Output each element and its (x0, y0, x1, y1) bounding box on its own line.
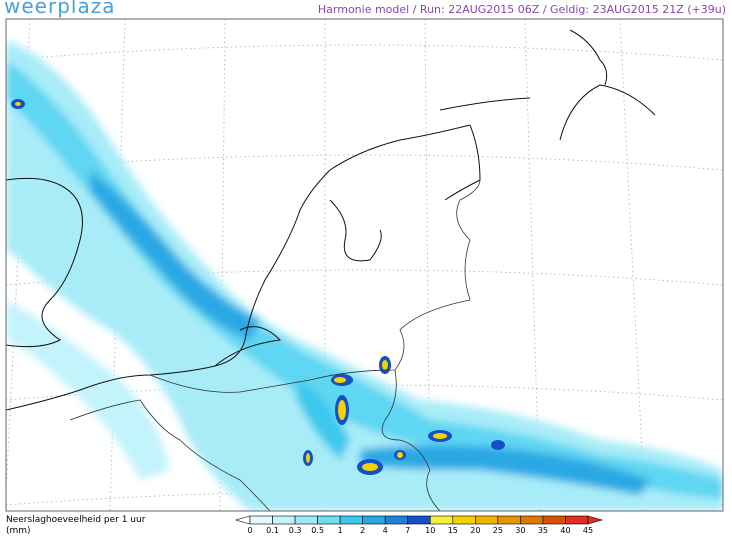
colorbar-segment (272, 515, 296, 525)
legend-title: Neerslaghoeveelheid per 1 uur (6, 515, 146, 525)
colorbar-tick-label: 20 (470, 526, 480, 535)
model-info: Harmonie model / Run: 22AUG2015 06Z / Ge… (318, 3, 726, 16)
colorbar-segment (542, 515, 566, 525)
colorbar: 0 0.1 0.3 0.5 1 2 4 7 10 15 20 25 30 35 40 45 (234, 515, 604, 535)
legend-unit: (mm) (6, 526, 31, 536)
colorbar-tick-label: 2 (360, 526, 365, 535)
colorbar-segment (407, 515, 431, 525)
colorbar-segment (497, 515, 521, 525)
colorbar-segment (317, 515, 341, 525)
colorbar-segment (429, 515, 454, 525)
borders (69, 179, 481, 511)
colorbar-tick-label: 4 (383, 526, 388, 535)
colorbar-tick-label: 0.5 (311, 526, 324, 535)
logo: weerplaza (4, 0, 115, 18)
colorbar-segment (475, 515, 499, 525)
colorbar-segment (294, 515, 318, 525)
colorbar-segment (249, 515, 273, 525)
colorbar-tick-label: 1 (338, 526, 343, 535)
colorbar-segment (520, 515, 544, 525)
colorbar-tick-label: 35 (538, 526, 548, 535)
colorbar-tick-label: 7 (405, 526, 410, 535)
colorbar-segment (565, 515, 589, 525)
map (6, 19, 723, 511)
colorbar-tick-label: 10 (425, 526, 435, 535)
colorbar-tick-label: 0.3 (289, 526, 302, 535)
colorbar-segment (452, 515, 476, 525)
map-frame (5, 18, 724, 512)
colorbar-tick-label: 25 (493, 526, 503, 535)
colorbar-segment (362, 515, 386, 525)
colorbar-segment (384, 515, 409, 525)
colorbar-tick-label: 0.1 (266, 526, 279, 535)
heavy-cells (11, 99, 505, 475)
colorbar-tick-label: 40 (560, 526, 570, 535)
colorbar-arrow-right (587, 515, 604, 525)
colorbar-tick-label: 15 (448, 526, 458, 535)
colorbar-arrow-left (234, 515, 251, 525)
colorbar-segment (339, 515, 363, 525)
colorbar-tick-label: 30 (515, 526, 525, 535)
colorbar-tick-label: 45 (583, 526, 593, 535)
colorbar-tick-label: 0 (247, 526, 252, 535)
